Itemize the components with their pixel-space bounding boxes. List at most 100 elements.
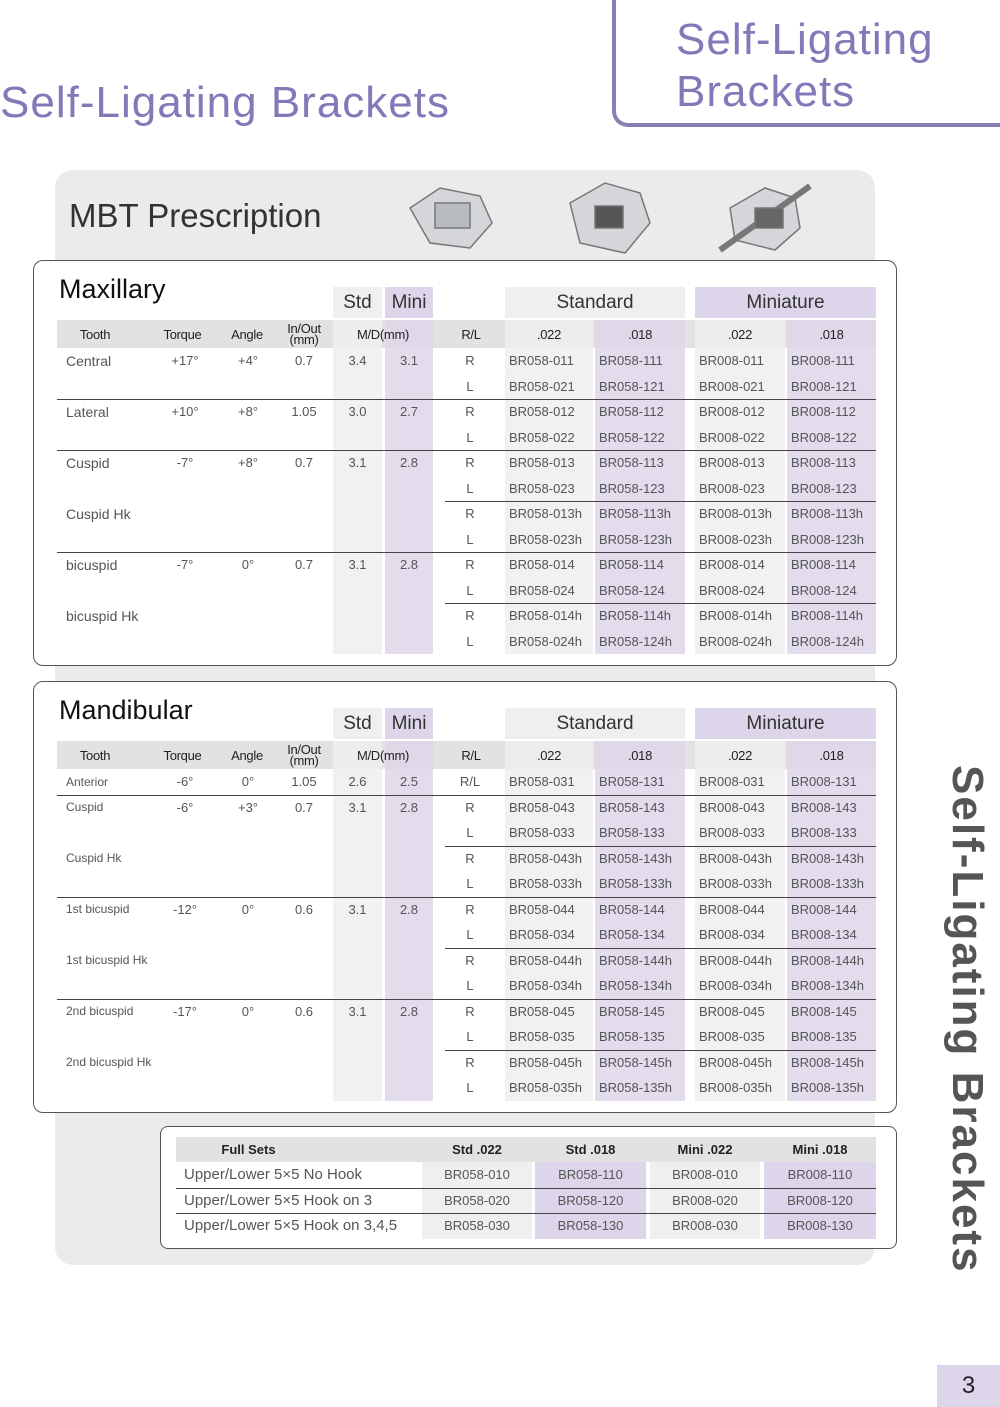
cell: R xyxy=(465,506,475,522)
column-shade xyxy=(505,320,593,654)
cell: BR058-022 xyxy=(509,429,575,445)
cell: BR058-043 xyxy=(509,799,575,815)
group-header: Std xyxy=(333,708,382,739)
cell: R xyxy=(465,404,475,420)
cell: 3.1 xyxy=(348,901,367,917)
cell: L xyxy=(466,633,474,649)
column-shade xyxy=(650,1162,760,1239)
cell: 0.6 xyxy=(294,1003,314,1019)
group-header: Standard xyxy=(505,287,685,318)
cell: 3.1 xyxy=(348,455,367,471)
cell: BR008-123h xyxy=(791,531,864,547)
column-header: .022 xyxy=(727,326,753,342)
cell: -7° xyxy=(176,557,194,573)
column-header: In/Out (mm) xyxy=(287,742,321,768)
cell: BR008-135h xyxy=(791,1080,864,1096)
cell: BR058-134h xyxy=(599,978,672,994)
cell: BR058-035h xyxy=(509,1080,582,1096)
cell: BR008-143 xyxy=(791,799,857,815)
column-header: Mini .022 xyxy=(677,1142,733,1157)
cell: BR058-124h xyxy=(599,633,672,649)
column-header: Tooth xyxy=(79,326,111,342)
cell: BR058-045 xyxy=(509,1003,575,1019)
cell: BR058-034 xyxy=(509,927,575,943)
cell: BR008-130 xyxy=(787,1218,853,1234)
column-shade xyxy=(385,741,433,1101)
cell: BR058-135h xyxy=(599,1080,672,1096)
corner-frame xyxy=(612,0,1000,127)
row-divider xyxy=(57,998,876,1000)
cell: BR008-043 xyxy=(699,799,765,815)
cell: 1.05 xyxy=(291,404,317,420)
cell: BR058-114h xyxy=(599,608,672,624)
cell: BR008-013h xyxy=(699,506,772,522)
column-shade xyxy=(695,320,785,654)
column-shade xyxy=(505,741,593,1101)
cell: BR008-045 xyxy=(699,1003,765,1019)
cell: BR008-114h xyxy=(791,608,864,624)
cell: bicuspid Hk xyxy=(66,607,139,624)
cell: BR008-034 xyxy=(699,927,765,943)
cell: 0.7 xyxy=(294,799,314,815)
cell: BR008-120 xyxy=(787,1192,853,1208)
cell: +17° xyxy=(171,353,199,369)
cell: BR058-135 xyxy=(599,1029,665,1045)
cell: L xyxy=(466,1029,474,1045)
cell: Upper/Lower 5×5 Hook on 3 xyxy=(184,1191,373,1209)
cell: BR008-110 xyxy=(787,1167,853,1183)
cell: 2.8 xyxy=(399,455,419,471)
cell: BR008-033 xyxy=(699,825,765,841)
row-divider xyxy=(445,603,876,604)
section-title: MBT Prescription xyxy=(69,197,322,234)
cell: BR008-030 xyxy=(672,1218,738,1234)
cell: BR058-023h xyxy=(509,531,582,547)
cell: BR008-134 xyxy=(791,927,857,943)
cell: Upper/Lower 5×5 Hook on 3,4,5 xyxy=(184,1217,398,1235)
cell: BR008-014 xyxy=(699,557,765,573)
cell: BR058-033 xyxy=(509,825,575,841)
cell: -17° xyxy=(173,1003,197,1019)
row-divider xyxy=(57,794,876,796)
cell: BR058-122 xyxy=(599,429,665,445)
column-shade xyxy=(787,741,876,1101)
cell: R xyxy=(465,353,475,369)
cell: 0.7 xyxy=(294,455,314,471)
page-title: Self-Ligating Brackets xyxy=(0,78,450,127)
cell: BR008-014h xyxy=(699,608,772,624)
cell: BR008-024h xyxy=(699,633,772,649)
cell: BR058-113h xyxy=(599,506,672,522)
row-divider xyxy=(445,1049,876,1051)
cell: BR008-133h xyxy=(791,876,864,892)
cell: 2.8 xyxy=(399,1003,419,1019)
cell: BR058-123h xyxy=(599,531,672,547)
cell: 2.7 xyxy=(399,404,419,420)
cell: BR008-011 xyxy=(699,353,764,369)
column-header: .022 xyxy=(536,326,562,342)
column-header: .018 xyxy=(819,747,844,763)
column-header: Std .022 xyxy=(452,1142,502,1157)
cell: BR058-023 xyxy=(509,480,575,496)
cell: BR058-020 xyxy=(444,1192,510,1208)
row-divider xyxy=(57,896,876,898)
group-header: Mini xyxy=(385,708,433,739)
cell: BR058-144 xyxy=(599,901,665,917)
cell: BR008-044h xyxy=(699,952,772,968)
cell: BR058-123 xyxy=(599,480,665,496)
cell: BR058-013h xyxy=(509,506,582,522)
column-shade xyxy=(764,1162,876,1239)
cell: L xyxy=(466,480,474,496)
cell: R xyxy=(465,1054,475,1070)
cell: 0.7 xyxy=(294,353,314,369)
cell: BR008-024 xyxy=(699,582,765,598)
column-header: M/D(mm) xyxy=(356,747,410,763)
cell: BR058-033h xyxy=(509,876,582,892)
cell: BR008-113 xyxy=(791,455,856,471)
cell: BR008-112 xyxy=(791,404,856,420)
cell: BR008-013 xyxy=(699,455,765,471)
cell: BR008-021 xyxy=(699,378,765,394)
cell: BR008-012 xyxy=(699,404,765,420)
page-number: 3 xyxy=(937,1365,1000,1407)
column-shade xyxy=(333,320,382,654)
cell: L xyxy=(466,978,474,994)
